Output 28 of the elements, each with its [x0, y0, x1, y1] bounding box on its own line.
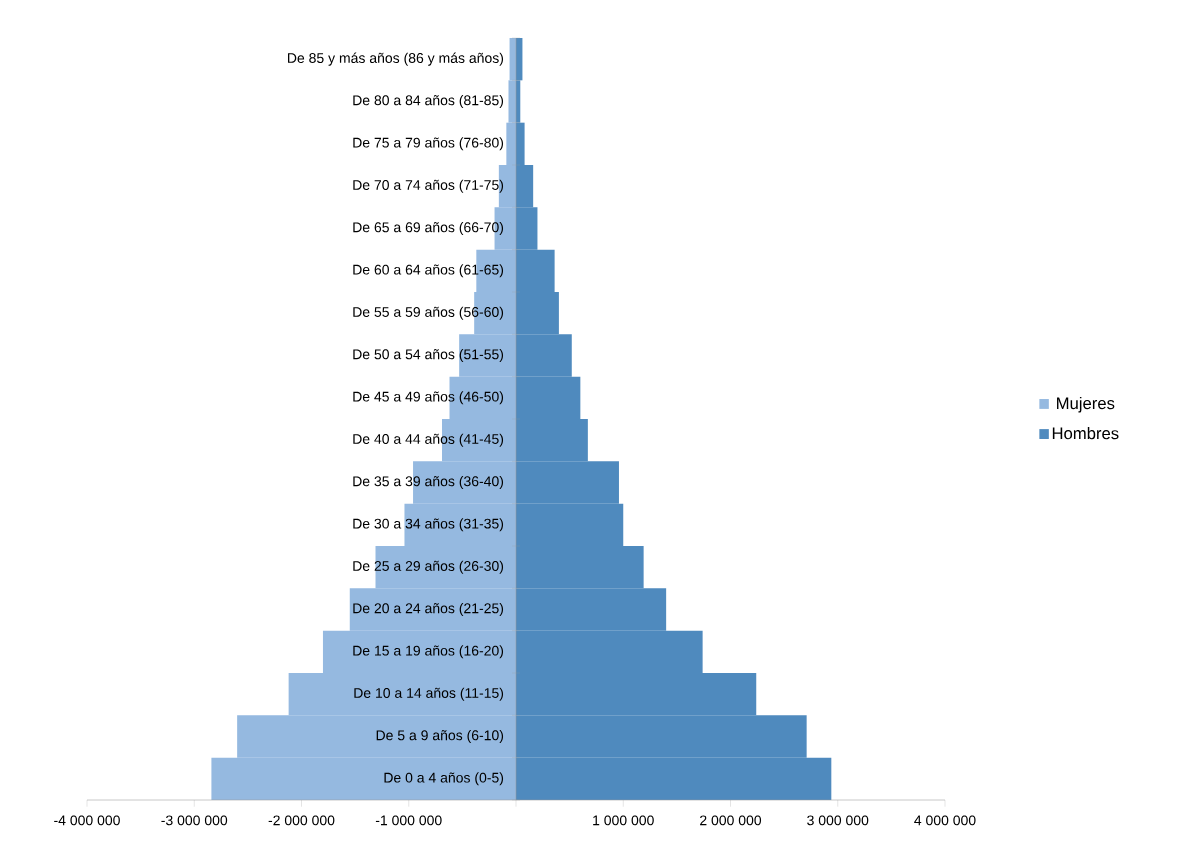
x-tick-label: 3 000 000: [807, 815, 869, 826]
y-tick-label: De 0 a 4 años (0-5): [384, 772, 504, 786]
x-tick-label: -3 000 000: [161, 815, 228, 826]
x-tick-label: -2 000 000: [268, 815, 335, 826]
y-tick-label: De 10 a 14 años (11-15): [354, 687, 504, 701]
y-tick-label: De 35 a 39 años (36-40): [353, 475, 504, 490]
legend-label: Mujeres: [1057, 396, 1115, 413]
x-tick-label: -4 000 000: [54, 815, 120, 826]
y-tick-label: De 5 a 9 años (6-10): [376, 729, 504, 744]
y-tick-label: De 20 a 24 años (21-25): [353, 602, 504, 617]
y-tick-label: De 25 a 29 años (26-30): [353, 560, 504, 574]
x-tick-label: 1 000 000: [593, 815, 654, 826]
y-tick-label: De 60 a 64 años (61-65): [353, 264, 504, 278]
y-tick-label: De 75 a 79 años (76-80): [353, 137, 504, 151]
y-tick-label: De 30 a 34 años (31-35): [353, 518, 504, 532]
y-tick-label: De 40 a 44 años (41-45): [353, 433, 504, 447]
y-tick-label: De 45 a 49 años (46-50): [353, 391, 504, 405]
y-tick-label: De 50 a 54 años (51-55): [353, 348, 504, 363]
legend-label: Hombres: [1052, 427, 1119, 440]
y-tick-label: De 65 a 69 años (66-70): [353, 221, 504, 236]
x-tick-label: 4 000 000: [914, 815, 976, 826]
x-tick-label: -1 000 000: [375, 815, 442, 826]
y-tick-label: De 85 y más años (86 y más años): [288, 52, 504, 66]
y-tick-label: De 80 a 84 años (81-85): [353, 94, 504, 109]
y-tick-label: De 70 a 74 años (71-75): [353, 179, 504, 193]
y-tick-label: De 55 a 59 años (56-60): [353, 306, 504, 320]
x-tick-label: 2 000 000: [700, 815, 762, 826]
y-tick-label: De 15 a 19 años (16-20): [353, 645, 504, 659]
